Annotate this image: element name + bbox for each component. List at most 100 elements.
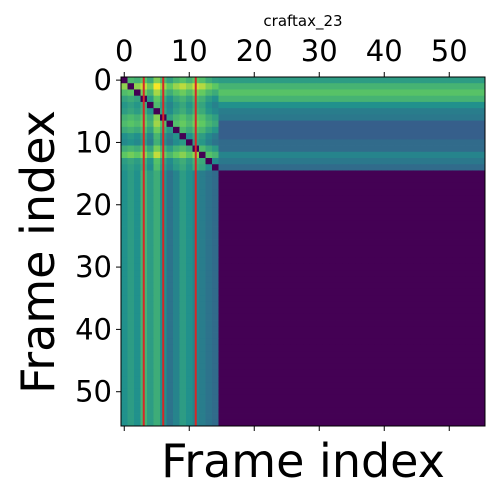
heatmap-cell <box>446 388 453 396</box>
heatmap-cell <box>153 326 161 333</box>
heatmap-cell <box>153 419 161 427</box>
heatmap-cell <box>426 332 434 340</box>
heatmap-cell <box>433 388 440 396</box>
heatmap-cell <box>329 332 336 340</box>
heatmap-cell <box>335 276 343 284</box>
heatmap-cell <box>361 363 369 371</box>
heatmap-cell <box>452 313 460 321</box>
heatmap-cell <box>361 114 369 122</box>
heatmap-cell <box>127 301 135 308</box>
heatmap-cell <box>309 251 317 259</box>
heatmap-cell <box>225 114 232 122</box>
heatmap-cell <box>270 376 278 383</box>
heatmap-cell <box>420 257 427 265</box>
heatmap-cell <box>478 139 486 146</box>
heatmap-cell <box>316 413 323 421</box>
heatmap-cell <box>374 77 382 84</box>
heatmap-cell <box>303 251 310 259</box>
heatmap-cell <box>251 133 258 140</box>
heatmap-cell <box>381 133 388 140</box>
heatmap-cell <box>309 344 317 352</box>
heatmap-cell <box>342 369 349 377</box>
heatmap-cell <box>374 207 382 215</box>
heatmap-cell <box>407 83 414 90</box>
heatmap-cell <box>257 363 265 371</box>
heatmap-cell <box>361 95 369 103</box>
heatmap-cell <box>361 394 369 402</box>
heatmap-cell <box>303 89 310 97</box>
heatmap-cell <box>342 232 349 240</box>
heatmap-cell <box>231 139 239 146</box>
heatmap-cell <box>283 295 291 302</box>
heatmap-cell <box>413 407 421 414</box>
heatmap-cell <box>446 126 453 134</box>
heatmap-cell <box>478 363 486 371</box>
heatmap-cell <box>173 120 180 128</box>
heatmap-cell <box>225 270 232 277</box>
heatmap-cell <box>186 170 193 178</box>
heatmap-cell <box>244 394 252 402</box>
heatmap-cell <box>179 363 187 371</box>
heatmap-cell <box>290 357 297 365</box>
heatmap-cell <box>446 369 453 377</box>
heatmap-cell <box>368 257 375 265</box>
heatmap-cell <box>283 351 291 358</box>
heatmap-cell <box>212 413 219 421</box>
heatmap-cell <box>127 151 135 159</box>
heatmap-cell <box>153 164 161 171</box>
heatmap-cell <box>257 388 265 396</box>
heatmap-cell <box>309 257 317 265</box>
heatmap-cell <box>439 232 447 240</box>
heatmap-cell <box>251 301 258 308</box>
heatmap-cell <box>459 101 466 109</box>
heatmap-cell <box>218 114 226 122</box>
heatmap-cell <box>465 101 473 109</box>
heatmap-cell <box>179 176 187 184</box>
heatmap-cell <box>439 151 447 159</box>
heatmap-cell <box>218 332 226 340</box>
heatmap-cell <box>166 176 174 184</box>
heatmap-cell <box>166 301 174 308</box>
heatmap-cell <box>368 276 375 284</box>
heatmap-cell <box>244 226 252 234</box>
heatmap-cell <box>264 401 271 408</box>
heatmap-cell <box>244 195 252 203</box>
heatmap-cell <box>127 158 135 165</box>
heatmap-cell <box>205 145 213 153</box>
heatmap-cell <box>420 182 427 190</box>
heatmap-cell <box>303 351 310 358</box>
heatmap-cell <box>212 388 219 396</box>
heatmap-cell <box>472 376 479 383</box>
heatmap-cell <box>134 207 141 215</box>
heatmap-cell <box>361 357 369 365</box>
heatmap-cell <box>446 214 453 221</box>
heatmap-cell <box>452 101 460 109</box>
heatmap-cell <box>257 108 265 115</box>
heatmap-cell <box>121 77 128 84</box>
heatmap-cell <box>413 182 421 190</box>
heatmap-cell <box>322 301 330 308</box>
heatmap-cell <box>309 320 317 327</box>
heatmap-cell <box>283 207 291 215</box>
heatmap-cell <box>231 89 239 97</box>
heatmap-cell <box>212 207 219 215</box>
heatmap-cell <box>218 151 226 159</box>
heatmap-cell <box>439 263 447 271</box>
heatmap-cell <box>127 232 135 240</box>
heatmap-cell <box>264 326 271 333</box>
heatmap-cell <box>322 207 330 215</box>
heatmap-cell <box>166 182 174 190</box>
heatmap-cell <box>361 419 369 427</box>
heatmap-cell <box>231 413 239 421</box>
heatmap-cell <box>446 201 453 209</box>
heatmap-cell <box>394 313 401 321</box>
heatmap-cell <box>186 320 193 327</box>
heatmap-cell <box>433 101 440 109</box>
heatmap-cell <box>452 133 460 140</box>
heatmap-cell <box>407 288 414 296</box>
heatmap-cell <box>459 357 466 365</box>
heatmap-cell <box>296 201 304 209</box>
heatmap-cell <box>439 407 447 414</box>
heatmap-cell <box>186 419 193 427</box>
heatmap-cell <box>322 276 330 284</box>
